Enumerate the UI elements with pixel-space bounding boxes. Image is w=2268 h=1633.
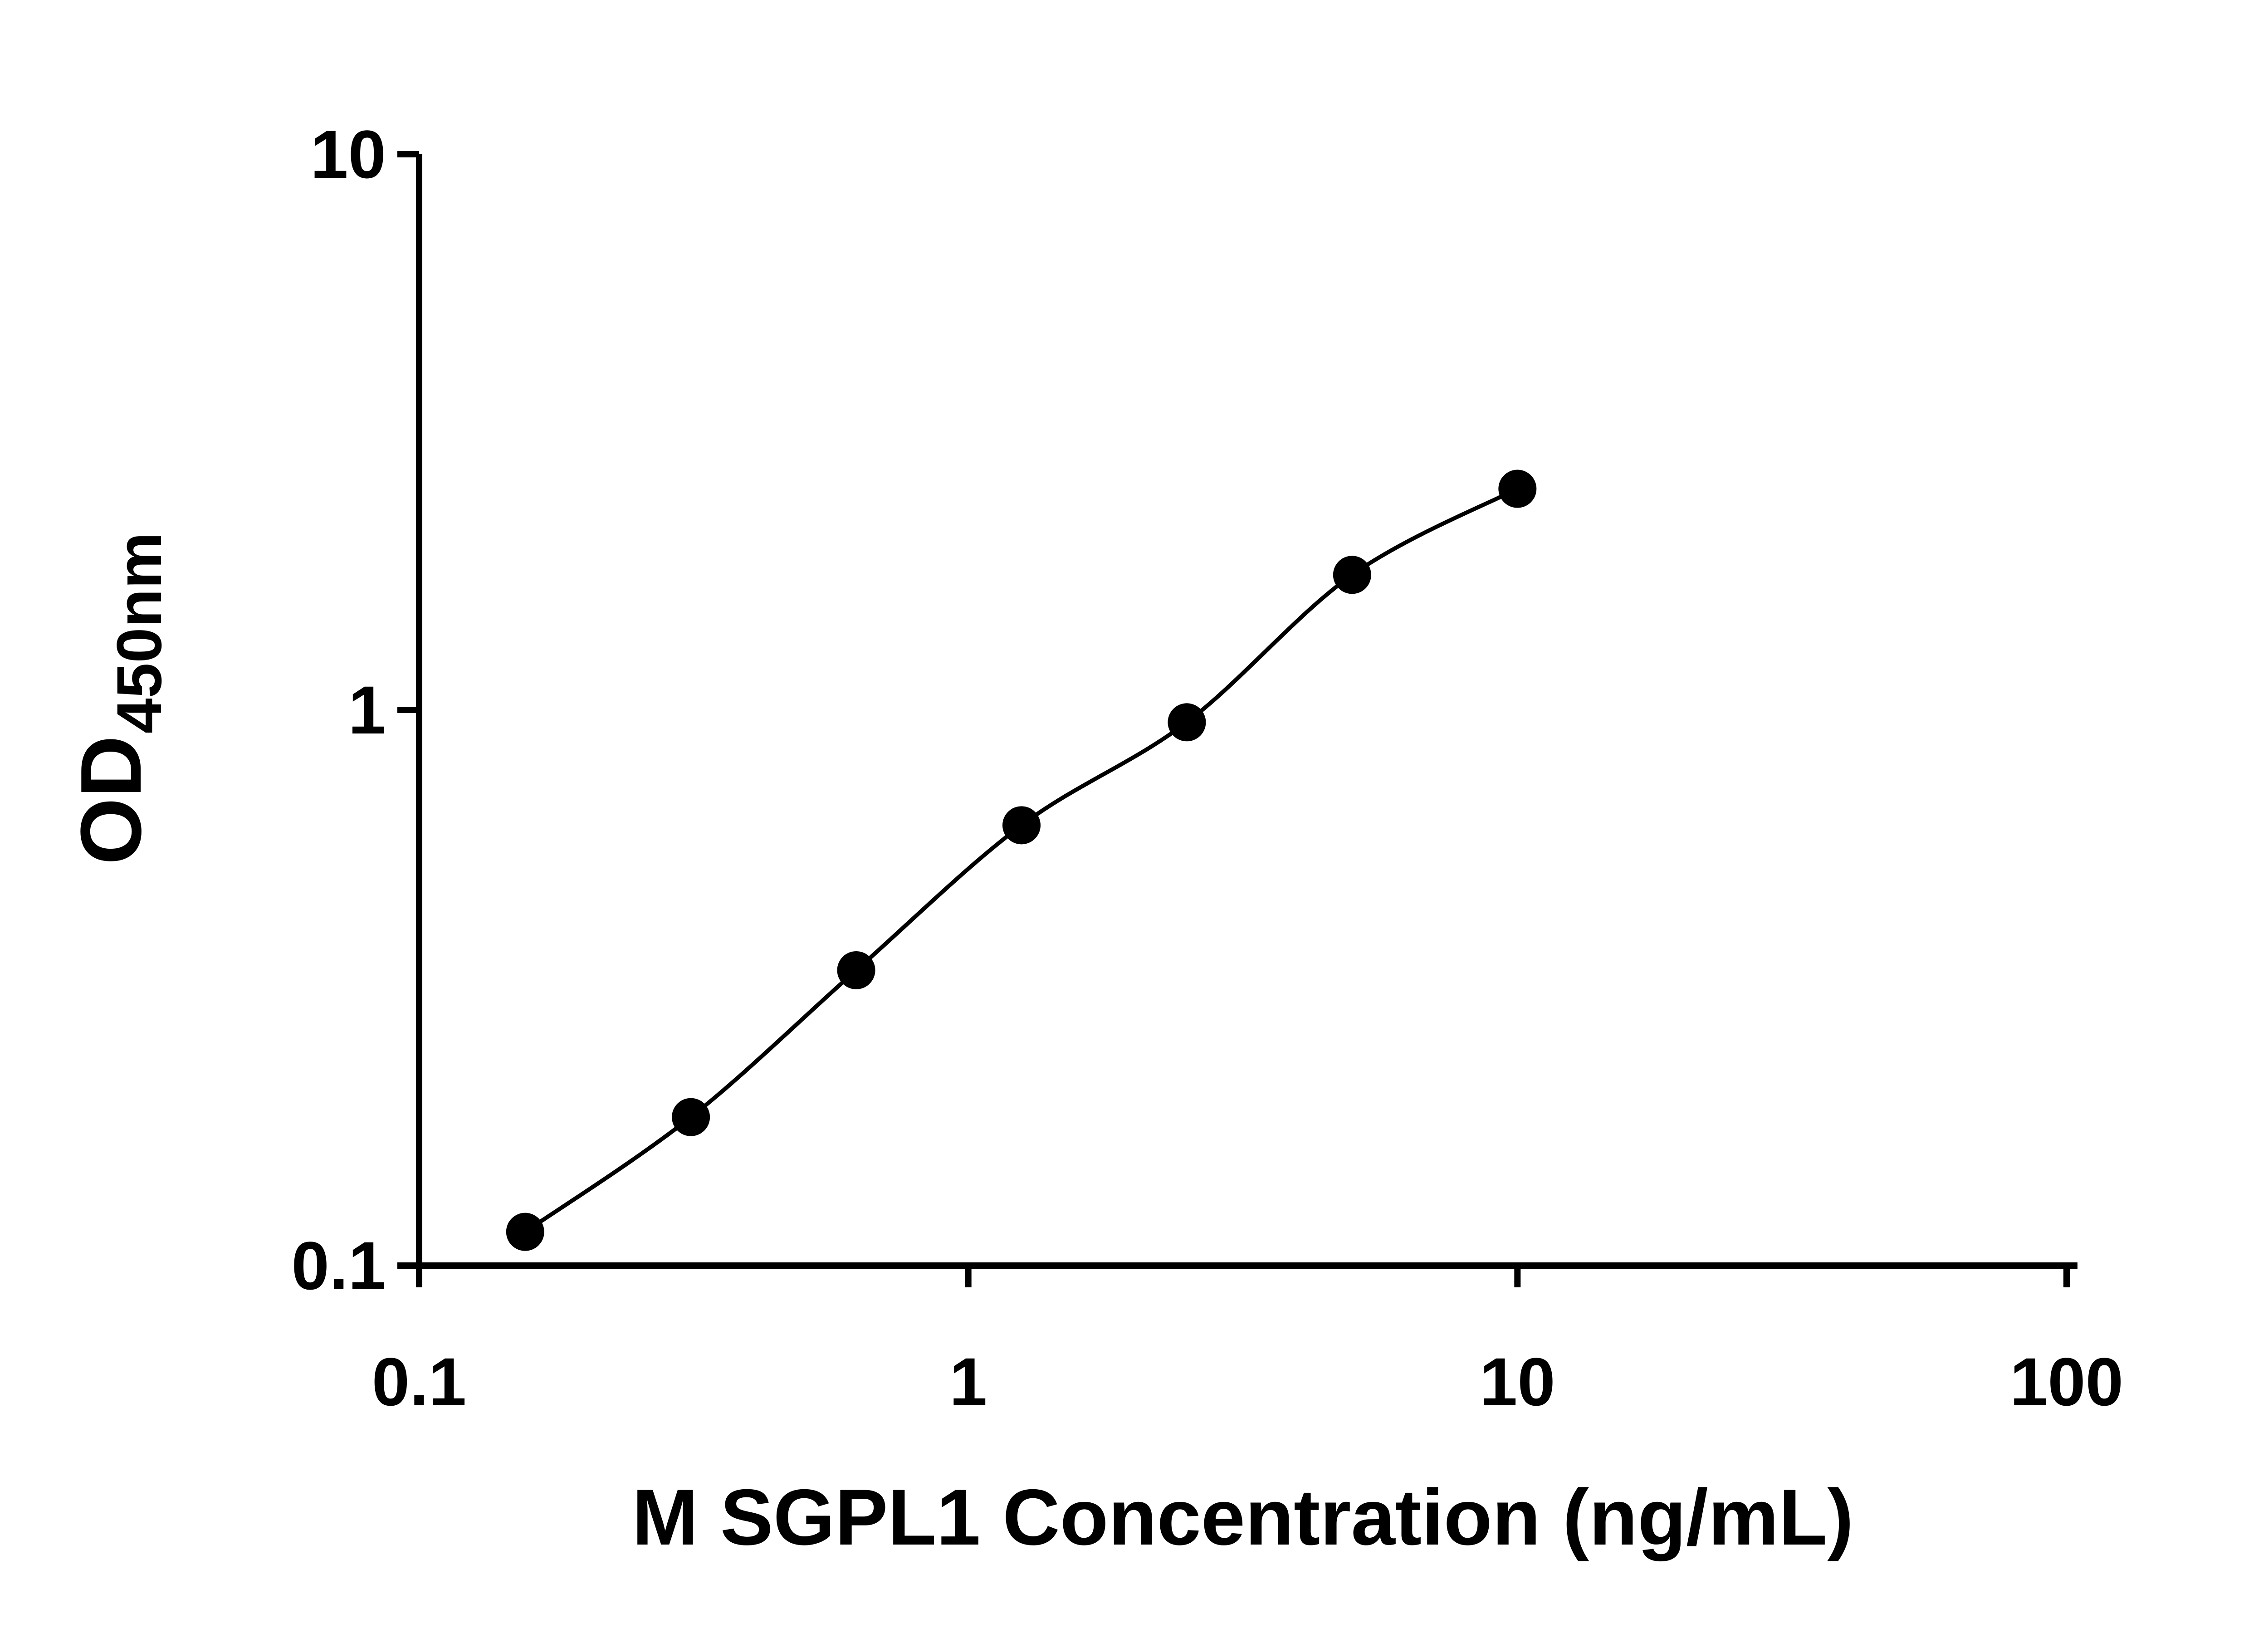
x-tick-label: 100 [2010,1344,2123,1420]
x-axis-title: M SGPL1 Concentration (ng/mL) [632,1473,1853,1562]
axis-spines [416,154,2077,1269]
data-point-marker [672,1098,710,1136]
y-axis-title-main: OD [63,736,159,865]
tick-layer: 0.1 1 10 100 10 1 0.1 [291,116,2123,1420]
y-tick-label: 1 [348,672,386,748]
axes-layer [416,154,2077,1269]
x-tick-label: 10 [1480,1344,1555,1420]
data-point-marker [1333,556,1371,594]
data-point-marker [1168,703,1206,742]
data-point-marker [506,1213,544,1251]
x-tick-label: 0.1 [372,1344,467,1420]
y-axis-title: OD 450nm [63,532,175,865]
x-tick-label: 1 [949,1344,987,1420]
data-point-marker [1498,469,1537,508]
y-axis-title-sub: 450nm [103,532,175,733]
data-point-marker [1002,806,1041,845]
plot-layer [506,469,1537,1251]
y-tick-label: 10 [310,116,386,192]
y-tick-label: 0.1 [291,1227,386,1304]
data-point-marker [837,951,875,989]
